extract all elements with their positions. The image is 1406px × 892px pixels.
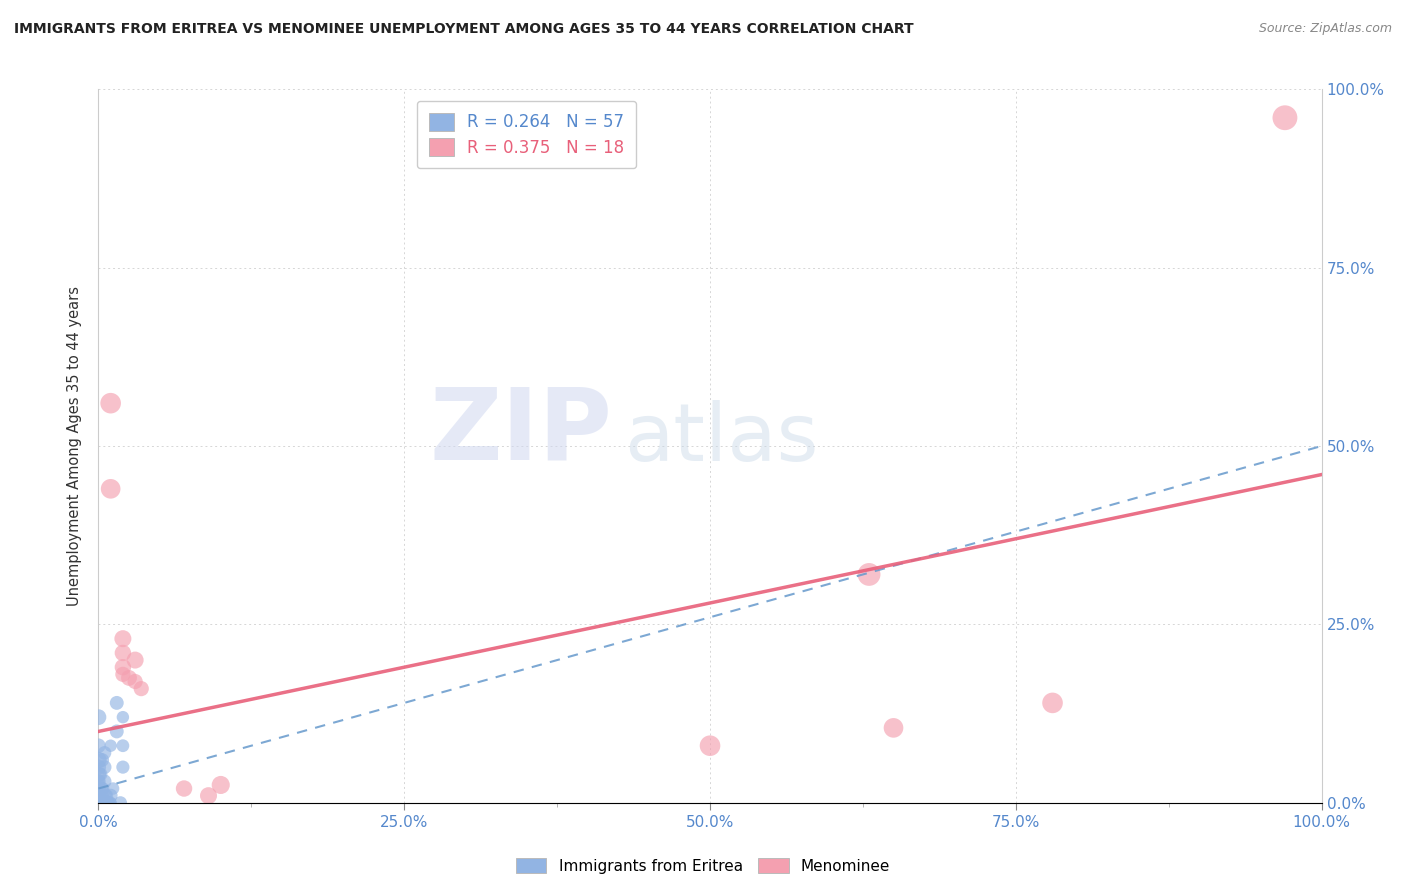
Point [87, 753, 110, 767]
Point [93, 774, 115, 789]
Point [87, 739, 110, 753]
Point [96, 796, 118, 810]
Point [111, 739, 134, 753]
Point [93, 789, 115, 803]
Point [87, 781, 110, 796]
Point [1042, 696, 1064, 710]
Point [197, 789, 219, 803]
Legend: R = 0.264   N = 57, R = 0.375   N = 18: R = 0.264 N = 57, R = 0.375 N = 18 [418, 101, 636, 169]
Point [100, 482, 122, 496]
Point [1274, 111, 1296, 125]
Point [87, 710, 110, 724]
Point [87, 789, 110, 803]
Point [91, 796, 114, 810]
Point [100, 739, 122, 753]
Point [90, 796, 112, 810]
Point [111, 660, 134, 674]
Legend: Immigrants from Eritrea, Menominee: Immigrants from Eritrea, Menominee [510, 852, 896, 880]
Point [87, 796, 110, 810]
Point [96, 789, 118, 803]
Text: ZIP: ZIP [429, 384, 612, 480]
Point [111, 632, 134, 646]
Point [100, 796, 122, 810]
Point [93, 796, 115, 810]
Point [883, 721, 905, 735]
Point [105, 724, 128, 739]
Point [173, 781, 195, 796]
Point [87, 796, 110, 810]
Point [124, 674, 146, 689]
Point [89, 789, 111, 803]
Text: IMMIGRANTS FROM ERITREA VS MENOMINEE UNEMPLOYMENT AMONG AGES 35 TO 44 YEARS CORR: IMMIGRANTS FROM ERITREA VS MENOMINEE UNE… [14, 22, 914, 37]
Point [111, 760, 134, 774]
Point [87, 789, 110, 803]
Point [105, 696, 128, 710]
Point [91, 753, 114, 767]
Point [87, 796, 110, 810]
Point [87, 796, 110, 810]
Point [87, 774, 110, 789]
Point [209, 778, 232, 792]
Point [89, 796, 111, 810]
Y-axis label: Unemployment Among Ages 35 to 44 years: Unemployment Among Ages 35 to 44 years [67, 286, 83, 606]
Point [87, 796, 110, 810]
Point [111, 667, 134, 681]
Point [87, 796, 110, 810]
Text: Source: ZipAtlas.com: Source: ZipAtlas.com [1258, 22, 1392, 36]
Point [111, 710, 134, 724]
Point [93, 760, 115, 774]
Point [129, 681, 152, 696]
Point [699, 739, 721, 753]
Point [91, 796, 114, 810]
Point [118, 671, 141, 685]
Point [87, 796, 110, 810]
Point [90, 781, 112, 796]
Text: atlas: atlas [624, 400, 818, 478]
Point [89, 796, 111, 810]
Point [87, 796, 110, 810]
Point [93, 746, 115, 760]
Point [87, 760, 110, 774]
Point [100, 789, 122, 803]
Point [87, 796, 110, 810]
Point [91, 796, 114, 810]
Point [100, 796, 122, 810]
Point [87, 774, 110, 789]
Point [93, 796, 115, 810]
Point [100, 396, 122, 410]
Point [91, 781, 114, 796]
Point [87, 796, 110, 810]
Point [101, 781, 124, 796]
Point [87, 767, 110, 781]
Point [97, 796, 120, 810]
Point [91, 796, 114, 810]
Point [94, 796, 117, 810]
Point [91, 789, 114, 803]
Point [87, 796, 110, 810]
Point [87, 781, 110, 796]
Point [111, 646, 134, 660]
Point [97, 796, 120, 810]
Point [90, 767, 112, 781]
Point [110, 796, 132, 810]
Point [858, 567, 880, 582]
Point [124, 653, 146, 667]
